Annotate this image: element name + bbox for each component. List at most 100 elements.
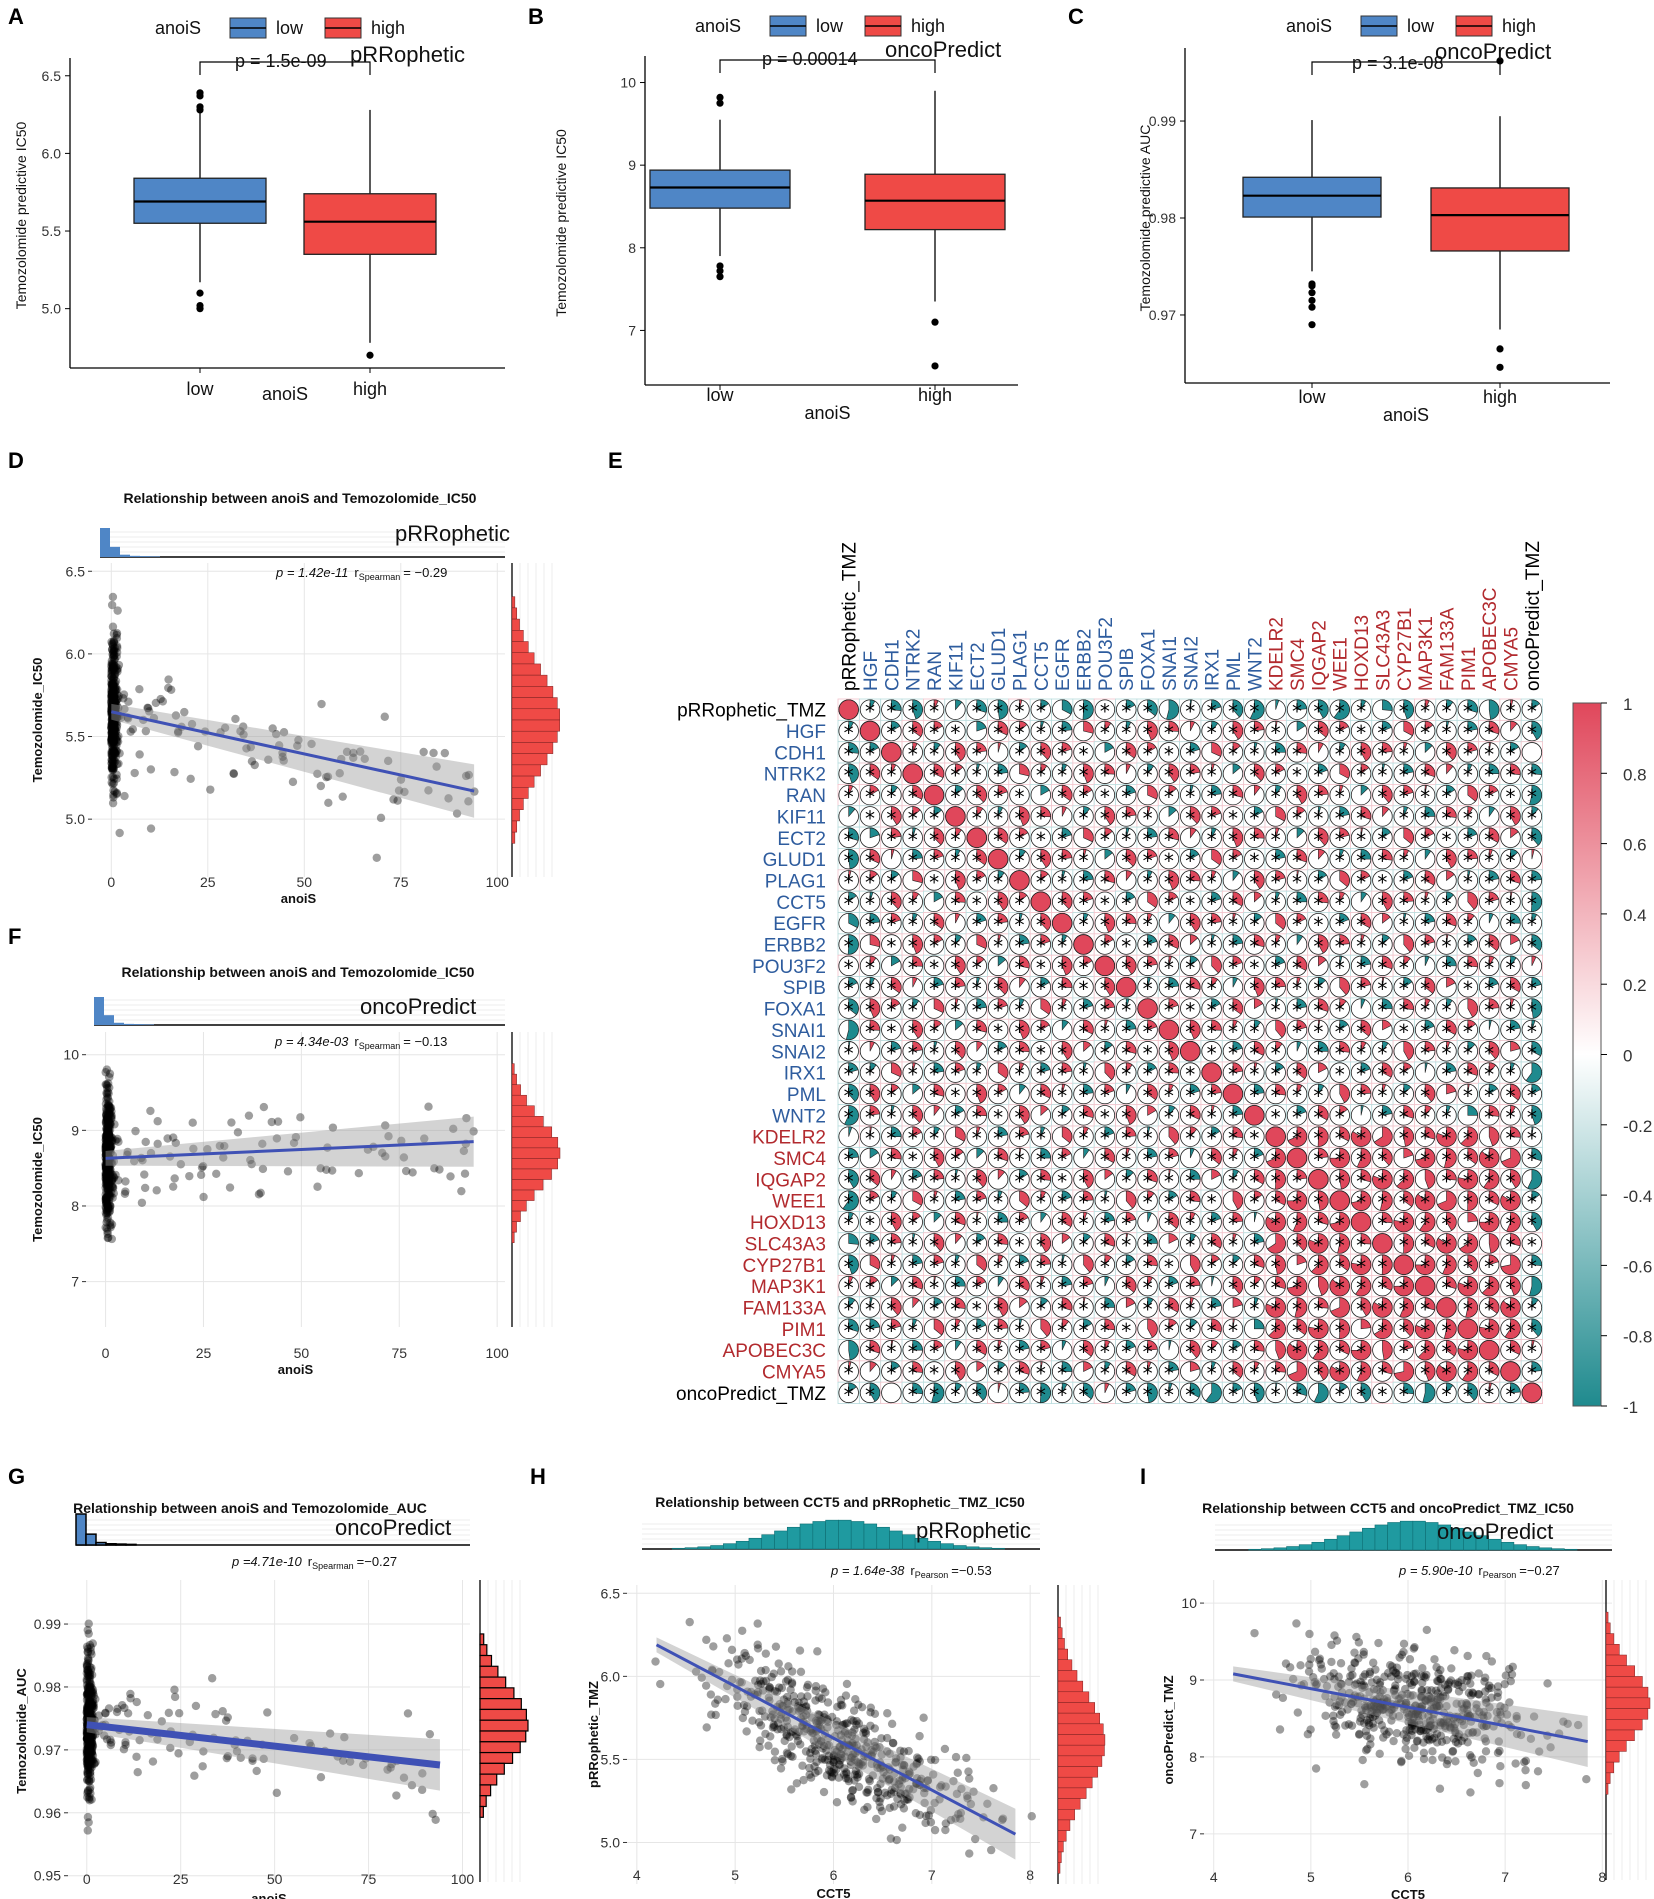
data-point	[110, 724, 119, 733]
histogram-bar	[100, 528, 110, 557]
data-point	[107, 645, 117, 654]
data-point	[846, 1792, 856, 1802]
data-point	[112, 737, 122, 746]
data-point	[107, 723, 116, 732]
data-point	[1306, 1654, 1315, 1664]
data-point	[89, 1691, 99, 1701]
data-point	[107, 722, 116, 731]
data-point	[107, 713, 117, 722]
data-point	[158, 697, 168, 706]
data-point	[1334, 1672, 1343, 1681]
x-tick-label: 4	[633, 1867, 641, 1883]
data-point	[930, 1755, 940, 1765]
data-point	[109, 715, 118, 725]
histogram-bar	[799, 1523, 814, 1550]
data-point	[1374, 1716, 1384, 1725]
data-point	[109, 700, 118, 709]
histogram-bar	[1057, 1691, 1090, 1703]
histogram-bar	[130, 555, 140, 557]
data-point	[1382, 1730, 1391, 1739]
x-axis-title: anoiS	[1383, 405, 1429, 425]
y-axis-title: Temozolomide predictive IC50	[553, 129, 569, 317]
pie-fill	[1073, 934, 1094, 955]
data-point	[105, 1072, 114, 1082]
data-point	[109, 663, 119, 672]
correlation-heatmap-E: * * * * * * * * * * * * * * * * * * * * * * * * * ** * * * * * * * * * * * * *…	[676, 541, 1652, 1417]
x-tick-label: 50	[267, 1871, 283, 1887]
data-point	[121, 1177, 130, 1186]
histogram-bar	[511, 663, 541, 676]
data-point	[842, 1768, 851, 1777]
data-point	[190, 1771, 199, 1780]
data-point	[153, 1117, 162, 1126]
y-axis-title: oncoPredict_TMZ	[1161, 1675, 1176, 1784]
data-point	[123, 1709, 133, 1718]
data-point	[1428, 1747, 1437, 1756]
histogram-bar	[1057, 1819, 1071, 1831]
data-point	[964, 1767, 973, 1776]
data-point	[108, 687, 118, 696]
legend-label-high: high	[1502, 16, 1536, 36]
pie-fill	[1137, 998, 1158, 1019]
data-point	[1418, 1664, 1427, 1673]
data-point	[114, 703, 123, 712]
data-point	[110, 722, 119, 732]
data-point	[170, 1174, 179, 1183]
data-point	[109, 719, 118, 729]
histogram-bar	[511, 1137, 559, 1149]
pie-fill	[923, 784, 945, 806]
data-point	[1405, 1655, 1415, 1664]
data-point	[1027, 1812, 1036, 1821]
histogram-bar	[115, 1543, 127, 1546]
histogram-bar	[511, 708, 560, 721]
histogram-bar	[1605, 1611, 1609, 1624]
data-point	[164, 683, 173, 693]
data-point	[109, 737, 118, 746]
histogram-bar	[511, 820, 518, 833]
data-point	[108, 734, 117, 744]
histogram-bar	[511, 1073, 517, 1085]
y-tick-label: 10	[620, 75, 636, 91]
histogram-bar	[1057, 1776, 1093, 1789]
data-point	[1389, 1736, 1398, 1746]
data-point	[112, 723, 122, 732]
data-point	[107, 680, 117, 689]
data-point	[119, 1745, 129, 1754]
data-point	[930, 1825, 940, 1835]
data-point	[1477, 1755, 1487, 1764]
data-point	[252, 1766, 261, 1776]
data-point	[107, 773, 116, 782]
y-tick-label: 6.0	[601, 1668, 621, 1684]
histogram-bar	[134, 1024, 144, 1025]
data-point	[818, 1753, 827, 1763]
data-point	[107, 735, 116, 744]
stat-r-method: Pearson	[915, 1570, 949, 1580]
data-point	[1292, 1619, 1301, 1628]
data-point	[108, 732, 117, 741]
data-point	[101, 1080, 110, 1089]
data-point	[109, 736, 119, 745]
data-point	[126, 1689, 135, 1699]
y-tick-label: 6.0	[66, 646, 86, 662]
histogram-bar	[1248, 1548, 1262, 1551]
x-tick-label: 25	[200, 874, 216, 890]
data-point	[1293, 1708, 1303, 1717]
data-point	[113, 667, 122, 676]
data-point	[244, 1111, 254, 1120]
data-point	[1363, 1744, 1372, 1754]
data-point	[940, 1744, 950, 1754]
data-point	[212, 1169, 221, 1179]
data-point	[130, 768, 139, 778]
data-point	[124, 697, 133, 706]
data-point	[186, 774, 195, 784]
box-high	[1430, 187, 1570, 252]
data-point	[131, 1126, 140, 1136]
data-point	[110, 726, 119, 735]
histogram-bar	[511, 787, 529, 799]
legend-label-high: high	[911, 16, 945, 36]
stat-annotation: p = 1.64e-38 rPearson =−0.53	[830, 1563, 992, 1580]
data-point	[103, 1180, 113, 1190]
outlier-point	[1496, 345, 1504, 353]
panel-label: I	[1140, 1464, 1146, 1489]
data-point	[82, 1748, 92, 1757]
